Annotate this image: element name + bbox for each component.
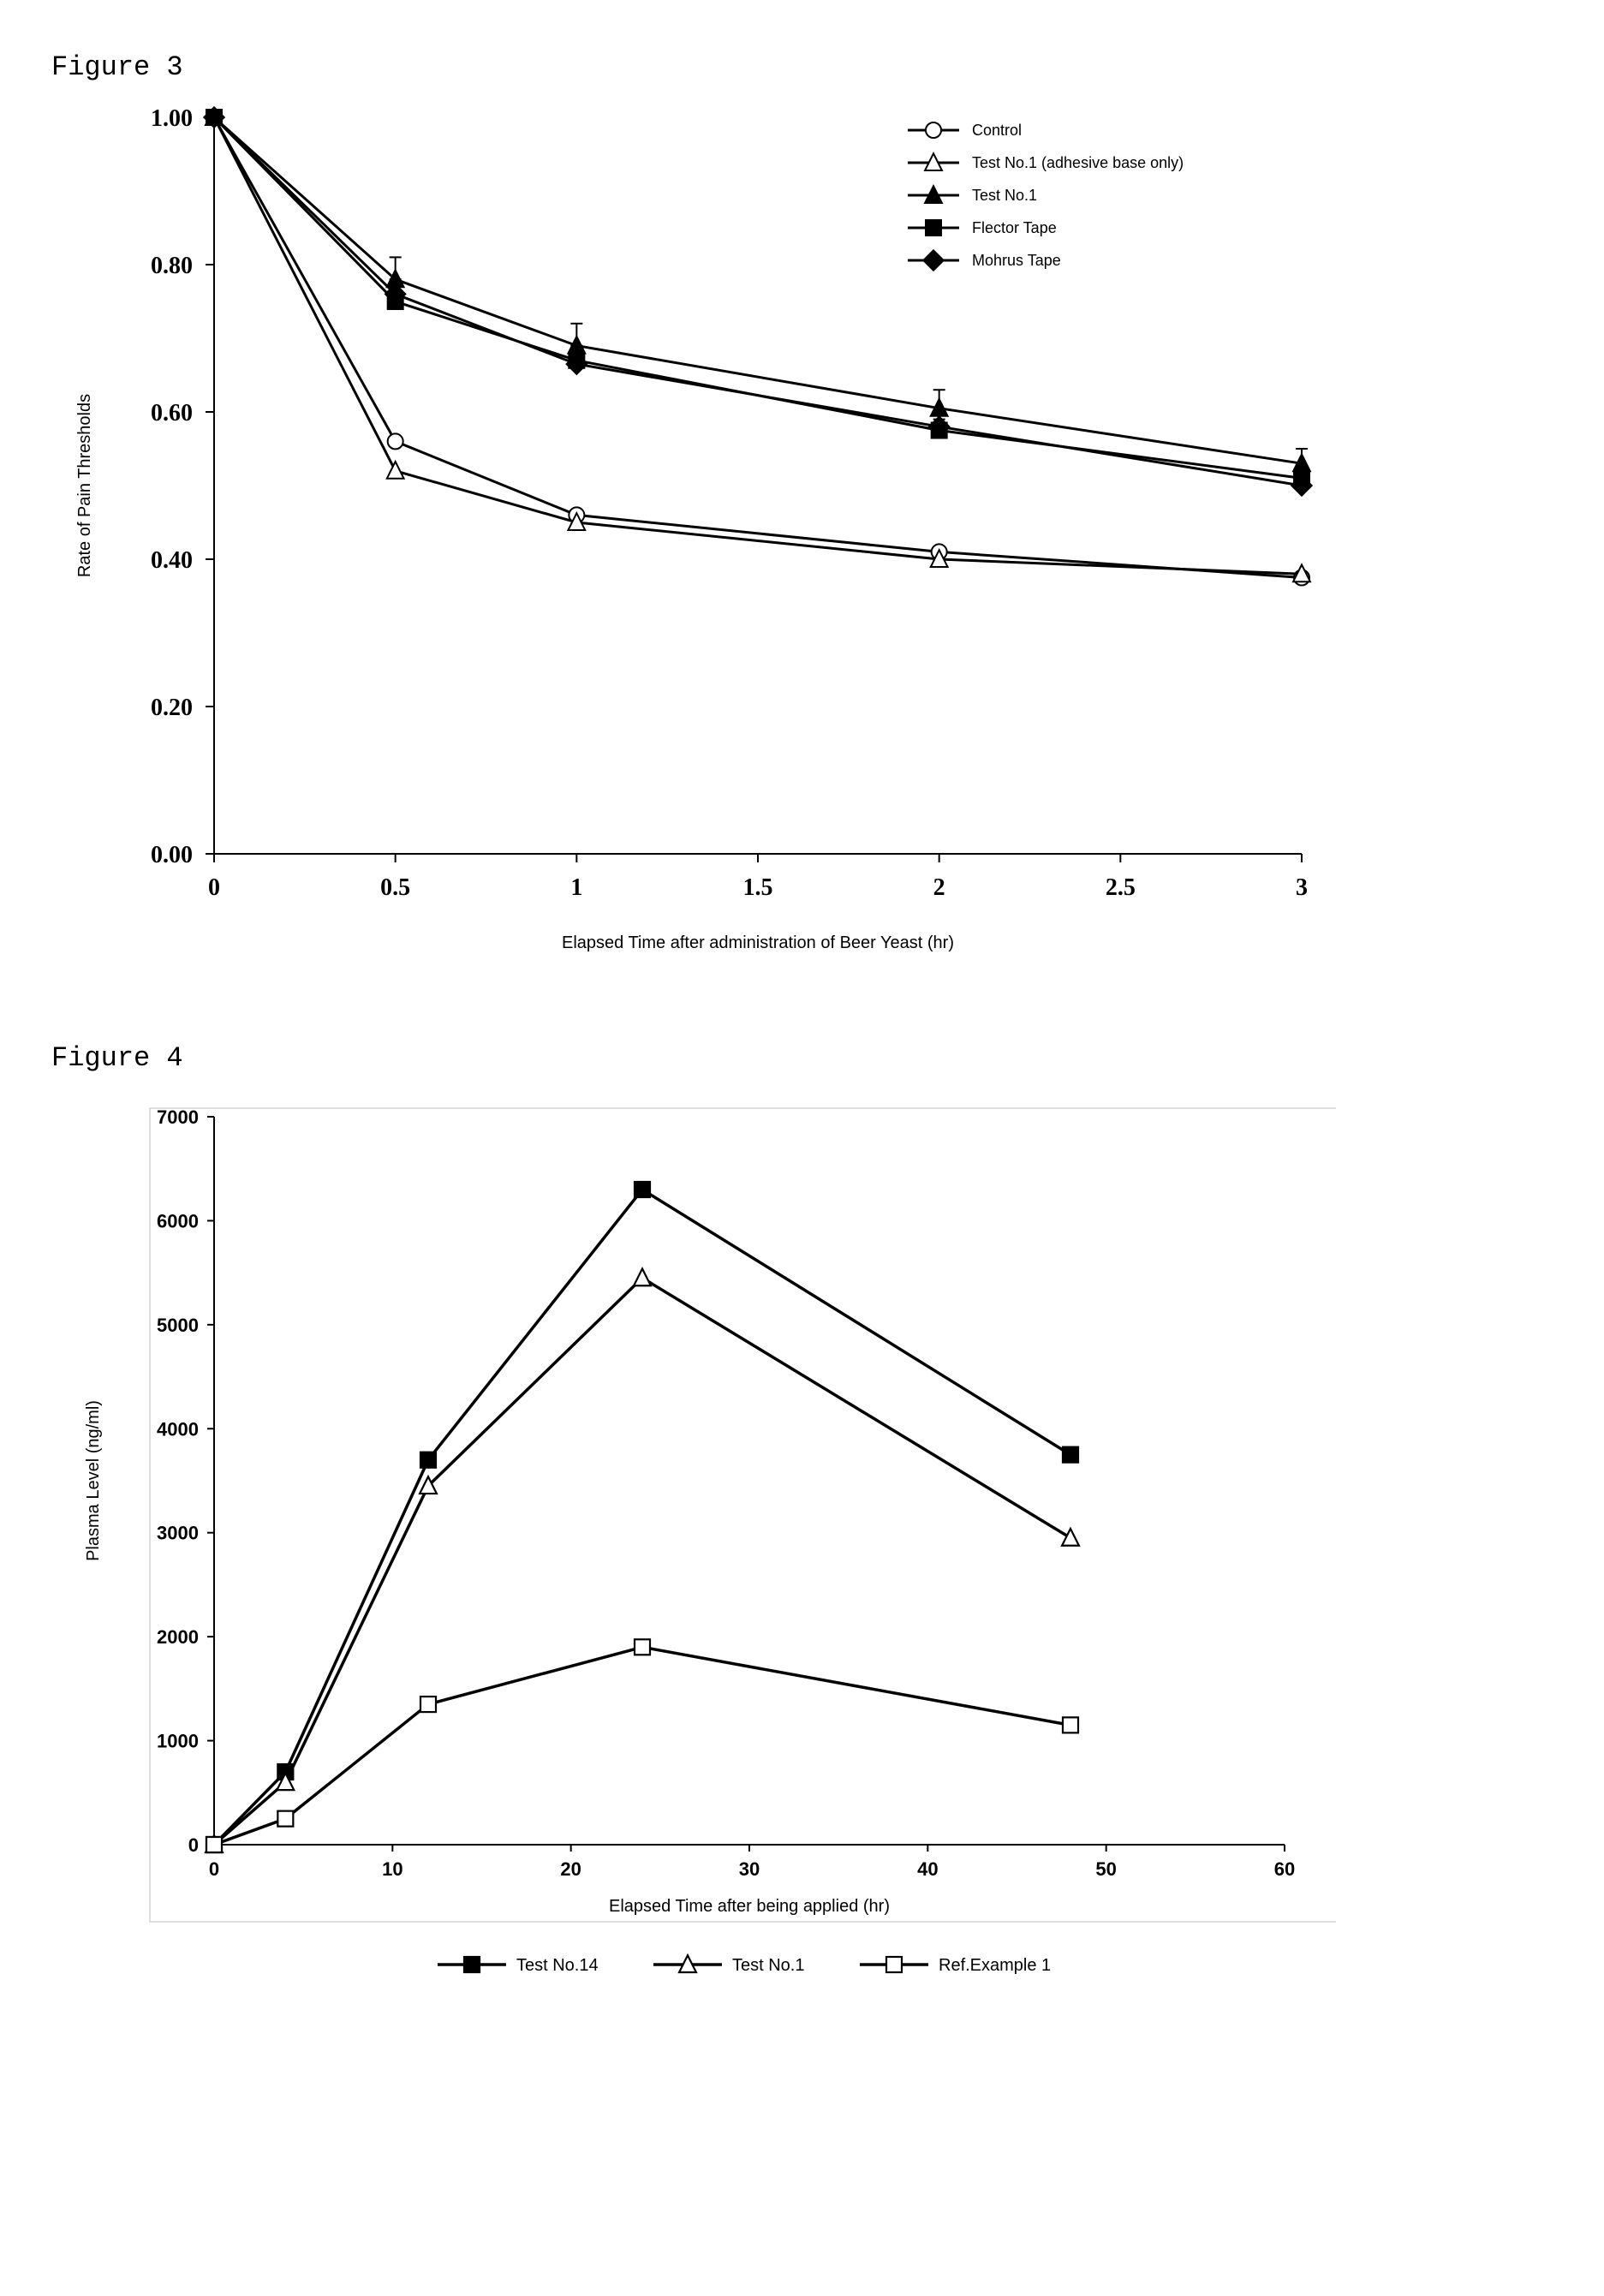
svg-text:0.40: 0.40 xyxy=(151,547,193,574)
svg-text:1000: 1000 xyxy=(157,1731,199,1752)
svg-text:Test No.1: Test No.1 xyxy=(732,1956,804,1975)
svg-text:0: 0 xyxy=(208,874,220,901)
svg-text:50: 50 xyxy=(1095,1858,1116,1880)
svg-text:6000: 6000 xyxy=(157,1210,199,1231)
svg-text:Mohrus Tape: Mohrus Tape xyxy=(972,252,1061,269)
svg-text:30: 30 xyxy=(739,1858,760,1880)
svg-text:40: 40 xyxy=(917,1858,938,1880)
figure3-label: Figure 3 xyxy=(51,51,1553,83)
svg-text:10: 10 xyxy=(382,1858,402,1880)
svg-text:Control: Control xyxy=(972,122,1022,139)
svg-text:0.20: 0.20 xyxy=(151,695,193,721)
svg-text:Ref.Example 1: Ref.Example 1 xyxy=(939,1956,1051,1975)
svg-text:3: 3 xyxy=(1296,874,1308,901)
svg-text:Plasma Level (ng/ml): Plasma Level (ng/ml) xyxy=(84,1400,103,1561)
svg-text:1.00: 1.00 xyxy=(151,105,193,132)
svg-text:0.00: 0.00 xyxy=(151,842,193,868)
svg-text:Flector Tape: Flector Tape xyxy=(972,219,1057,236)
svg-text:60: 60 xyxy=(1274,1858,1295,1880)
figure4-chart: 0 1000 2000 3000 4000 5000 6000 7000 0 10 20 30 40 50… xyxy=(51,1091,1553,2016)
svg-text:0: 0 xyxy=(209,1858,219,1880)
svg-text:1: 1 xyxy=(570,874,582,901)
svg-text:0.80: 0.80 xyxy=(151,253,193,279)
svg-text:0.60: 0.60 xyxy=(151,400,193,426)
svg-text:0: 0 xyxy=(188,1834,199,1856)
svg-text:7000: 7000 xyxy=(157,1106,199,1128)
figure3-chart: 0.00 0.20 0.40 0.60 0.80 1.00 0 0.5 1 1.5 2 2.5 3 Ela… xyxy=(51,100,1553,974)
svg-text:Test No.1: Test No.1 xyxy=(972,187,1037,204)
svg-text:Test No.14: Test No.14 xyxy=(516,1956,599,1975)
svg-text:1.5: 1.5 xyxy=(743,874,773,901)
svg-text:2.5: 2.5 xyxy=(1106,874,1136,901)
svg-text:20: 20 xyxy=(560,1858,581,1880)
svg-text:Elapsed Time after administrat: Elapsed Time after administration of Bee… xyxy=(562,933,954,952)
svg-text:5000: 5000 xyxy=(157,1315,199,1336)
svg-text:4000: 4000 xyxy=(157,1418,199,1440)
svg-text:Rate of Pain Thresholds: Rate of Pain Thresholds xyxy=(75,394,94,577)
svg-text:Elapsed Time after being appli: Elapsed Time after being applied (hr) xyxy=(609,1897,890,1916)
svg-text:Test No.1 (adhesive base only): Test No.1 (adhesive base only) xyxy=(972,154,1184,171)
figure4-label: Figure 4 xyxy=(51,1042,1553,1074)
svg-text:0.5: 0.5 xyxy=(380,874,410,901)
svg-text:3000: 3000 xyxy=(157,1523,199,1544)
svg-text:2000: 2000 xyxy=(157,1626,199,1648)
svg-text:2: 2 xyxy=(933,874,945,901)
